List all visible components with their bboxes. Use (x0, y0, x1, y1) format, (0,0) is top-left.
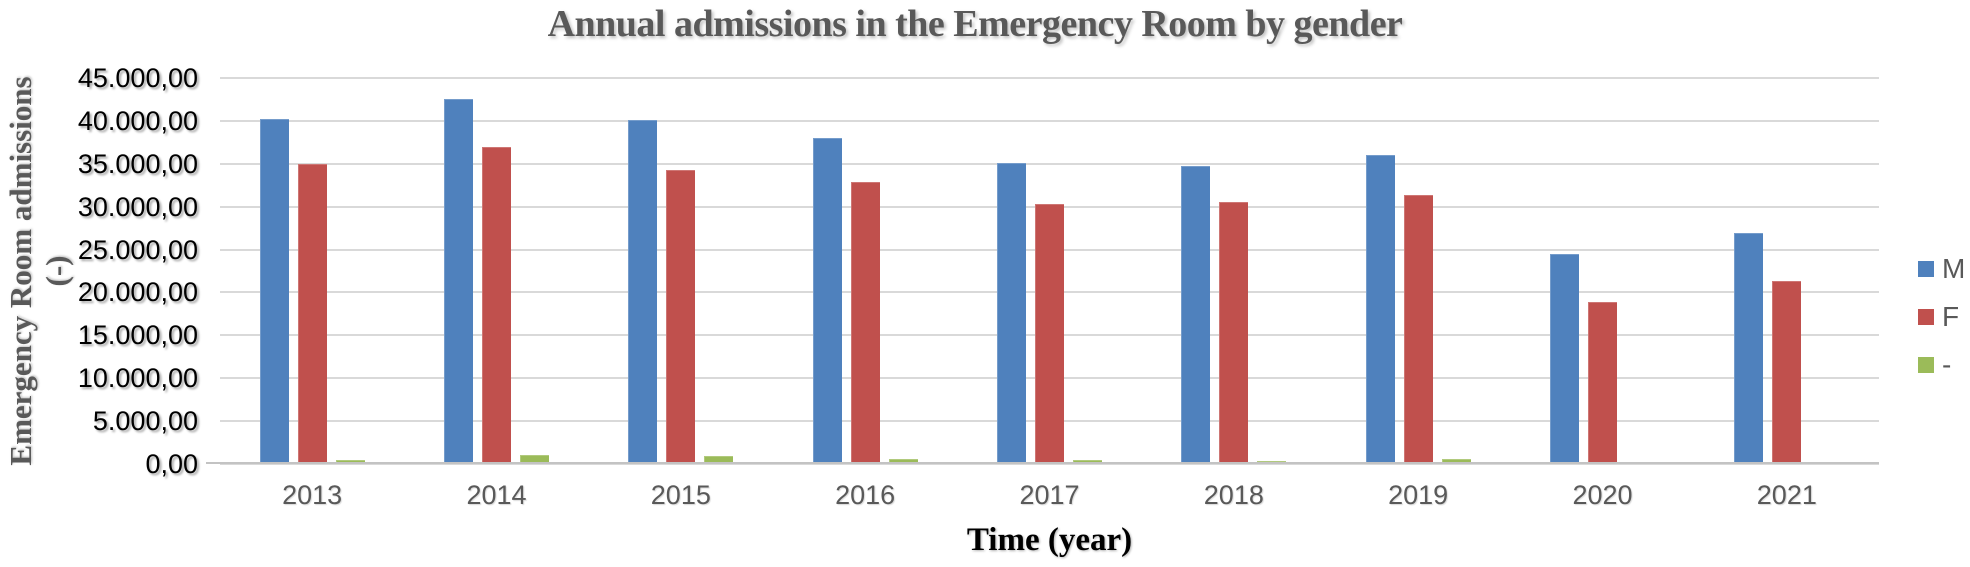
bar-F-2019 (1403, 194, 1433, 464)
x-tick-label-2016: 2016 (835, 480, 896, 510)
y-tick-label: 5.000,00 (92, 406, 198, 437)
x-tick-label-2013: 2013 (282, 480, 343, 510)
bar-M-2018 (1181, 165, 1211, 464)
bar---2014 (519, 455, 549, 464)
bar-group-2013 (220, 78, 404, 464)
bar-F-2015 (666, 169, 696, 464)
bar---2019 (1441, 459, 1471, 464)
gridline (220, 77, 1879, 79)
bar-F-2020 (1587, 301, 1617, 464)
legend-label: M (1942, 253, 1966, 284)
bar---2015 (704, 456, 734, 464)
x-tick-label-2021: 2021 (1756, 480, 1817, 510)
x-tick-label-2014: 2014 (466, 480, 527, 510)
bar-M-2013 (259, 119, 289, 464)
y-tick-label: 40.000,00 (77, 105, 198, 136)
bar-M-2019 (1365, 155, 1395, 464)
legend-swatch-icon (1918, 261, 1934, 277)
x-tick-label-2020: 2020 (1572, 480, 1633, 510)
bar-group-2014 (404, 78, 588, 464)
bar-M-2015 (628, 120, 658, 464)
legend-swatch-icon (1918, 357, 1934, 373)
bar-M-2016 (812, 138, 842, 464)
x-tick-label-2015: 2015 (650, 480, 711, 510)
plot-area (220, 77, 1879, 465)
y-tick-label: 30.000,00 (77, 191, 198, 222)
x-tick-label-2017: 2017 (1019, 480, 1080, 510)
bar---2016 (888, 458, 918, 464)
gridline (220, 162, 1879, 165)
bar-F-2017 (1034, 204, 1064, 464)
y-tick-label: 25.000,00 (77, 234, 198, 265)
bar-M-2020 (1549, 253, 1579, 464)
bar-group-2017 (957, 78, 1141, 464)
x-axis-line (206, 462, 1879, 464)
y-tick-label: 45.000,00 (77, 63, 198, 93)
legend-label: - (1942, 349, 1952, 380)
y-tick-label: 20.000,00 (77, 277, 198, 308)
bar-group-2015 (589, 78, 773, 464)
x-tick-label-2019: 2019 (1388, 480, 1449, 510)
bar---2013 (335, 459, 365, 464)
x-axis-title: Time (year) (966, 522, 1133, 558)
bar-M-2014 (443, 99, 473, 464)
chart-title: Annual admissions in the Emergency Room … (547, 3, 1403, 45)
bar-M-2017 (996, 162, 1026, 464)
bar-F-2021 (1772, 281, 1802, 464)
x-tick-label-2018: 2018 (1203, 480, 1264, 510)
y-tick-label: 15.000,00 (77, 320, 198, 351)
bar-F-2014 (481, 146, 511, 464)
y-tick-label: 0,00 (145, 449, 198, 479)
x-axis-tick-labels: 2013 2014 2015 2016 2017 2018 2019 2020 2021 (220, 480, 1879, 516)
bar-F-2018 (1219, 202, 1249, 464)
legend-item-F: F (1918, 302, 1965, 332)
bar-group-2018 (1142, 78, 1326, 464)
legend-label: F (1942, 301, 1960, 332)
legend-item--: - (1918, 350, 1965, 380)
bar-M-2021 (1734, 233, 1764, 464)
y-tick-label: 10.000,00 (77, 363, 198, 394)
bar-group-2021 (1695, 78, 1879, 464)
legend-item-M: M (1918, 254, 1965, 284)
bar-group-2016 (773, 78, 957, 464)
legend-swatch-icon (1918, 309, 1934, 325)
bar-F-2013 (297, 163, 327, 464)
y-tick-label: 35.000,00 (77, 148, 198, 179)
bar-group-2020 (1510, 78, 1694, 464)
gridline (220, 119, 1879, 122)
bar-group-2019 (1326, 78, 1510, 464)
bar-F-2016 (850, 181, 880, 464)
gridline (220, 463, 1879, 465)
